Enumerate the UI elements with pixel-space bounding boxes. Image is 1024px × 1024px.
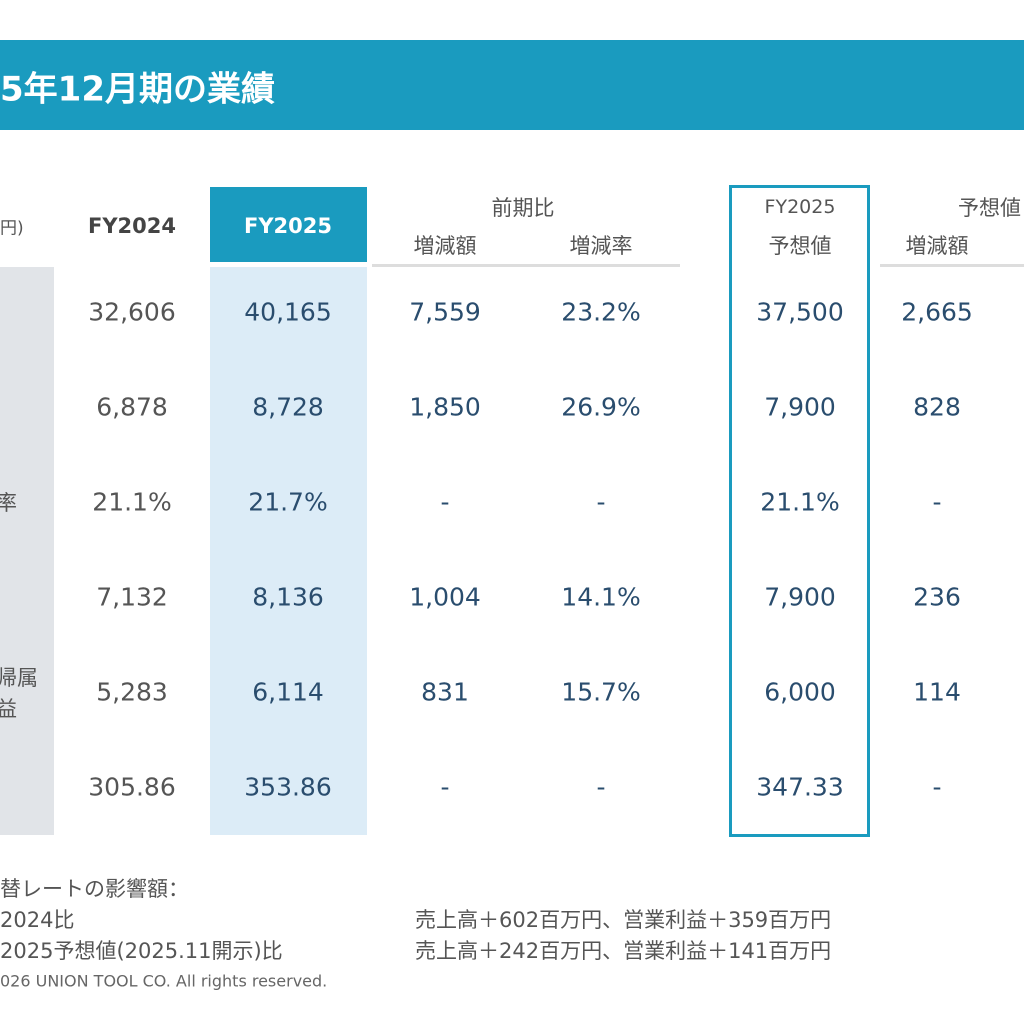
cell: 7,132	[96, 582, 168, 612]
cell: 21.7%	[248, 487, 328, 517]
cell: -	[932, 772, 942, 802]
copyright: 026 UNION TOOL CO. All rights reserved.	[0, 971, 328, 991]
row-label: 率	[0, 491, 17, 515]
col-group-header: 予想値	[958, 196, 1021, 220]
col-header: 予想値	[768, 234, 832, 258]
footer-heading: 替レートの影響額：	[0, 877, 189, 901]
cell: 347.33	[756, 772, 844, 802]
cell: 7,559	[409, 297, 481, 327]
col-header: 増減額	[905, 234, 969, 258]
fy2025-column	[210, 267, 367, 835]
col-header: FY2025	[244, 214, 332, 238]
cell: 114	[913, 677, 961, 707]
cell: 828	[913, 392, 961, 422]
footer-text: 売上高＋602百万円、営業利益＋359百万円	[415, 908, 832, 932]
cell: 1,850	[409, 392, 481, 422]
footer-label: 2025予想値(2025.11開示)比	[0, 939, 283, 963]
col-header: 増減額	[413, 234, 477, 258]
col-header: FY2025	[764, 196, 836, 218]
col-header: FY2024	[88, 214, 176, 238]
cell: 2,665	[901, 297, 973, 327]
title-bar	[0, 40, 1024, 130]
cell: -	[440, 487, 450, 517]
cell: 1,004	[409, 582, 481, 612]
cell: 14.1%	[561, 582, 641, 612]
cell: 21.1%	[92, 487, 172, 517]
divider	[880, 264, 1024, 267]
cell: 236	[913, 582, 961, 612]
cell: 8,728	[252, 392, 324, 422]
cell: 5,283	[96, 677, 168, 707]
cell: 6,000	[764, 677, 836, 707]
cell: -	[596, 772, 606, 802]
cell: 6,878	[96, 392, 168, 422]
unit-label: 円)	[0, 218, 24, 239]
cell: 23.2%	[561, 297, 641, 327]
title: 5年12月期の業績	[0, 69, 275, 110]
cell: 15.7%	[561, 677, 641, 707]
cell: 37,500	[756, 297, 844, 327]
cell: 21.1%	[760, 487, 840, 517]
cell: 8,136	[252, 582, 324, 612]
label-column	[0, 267, 54, 835]
cell: 40,165	[244, 297, 332, 327]
divider	[372, 264, 680, 267]
cell: -	[440, 772, 450, 802]
fy2025-header-box	[210, 187, 367, 262]
footer-text: 売上高＋242百万円、営業利益＋141百万円	[415, 939, 832, 963]
row-label: 益	[0, 696, 17, 721]
cell: -	[596, 487, 606, 517]
forecast-box	[729, 185, 870, 837]
cell: 7,900	[764, 392, 836, 422]
cell: 6,114	[252, 677, 324, 707]
footer-label: 2024比	[0, 908, 75, 932]
cell: 7,900	[764, 582, 836, 612]
col-header: 増減率	[569, 234, 633, 258]
cell: 26.9%	[561, 392, 641, 422]
col-group-header: 前期比	[491, 196, 555, 220]
cell: 305.86	[88, 772, 176, 802]
cell: 32,606	[88, 297, 176, 327]
cell: -	[932, 487, 942, 517]
row-label: 帰属	[0, 665, 38, 690]
cell: 831	[421, 677, 469, 707]
cell: 353.86	[244, 772, 332, 802]
